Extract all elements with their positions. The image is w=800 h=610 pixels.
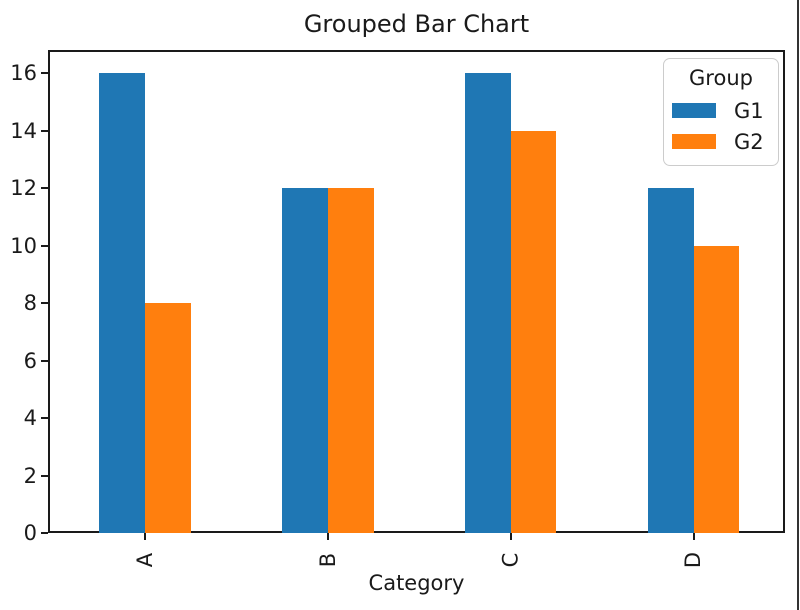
- bar-g2-a: [144, 303, 191, 533]
- y-tick-mark: [41, 532, 48, 534]
- bar-g2-d: [693, 245, 740, 533]
- legend-label: G1: [734, 98, 764, 123]
- y-tick-mark: [41, 474, 48, 477]
- y-tick-mark: [41, 129, 48, 132]
- bar-g1-b: [282, 188, 328, 533]
- legend-entry-g2: G2: [664, 126, 778, 157]
- y-tick-label: 4: [23, 406, 37, 430]
- bar-g2-b: [327, 188, 374, 533]
- y-tick-label: 8: [23, 291, 37, 315]
- y-tick-label: 16: [10, 61, 37, 85]
- legend-swatch-g1: [672, 103, 716, 118]
- bar-g2-c: [510, 130, 557, 533]
- bar-g1-d: [647, 188, 694, 533]
- y-tick-mark: [41, 417, 48, 419]
- bar-g1-c: [464, 73, 511, 533]
- y-tick-label: 14: [10, 118, 37, 143]
- window-edge-line: [797, 0, 799, 610]
- y-tick-label: 0: [23, 521, 37, 545]
- y-tick-label: 10: [10, 233, 37, 258]
- y-tick-label: 6: [23, 348, 37, 373]
- legend-swatch-g2: [672, 134, 716, 149]
- y-tick-mark: [41, 359, 48, 362]
- legend-title: Group: [689, 66, 753, 90]
- legend-label: G2: [734, 129, 764, 154]
- x-tick-mark: [326, 533, 329, 540]
- x-tick-mark: [143, 533, 146, 540]
- y-tick-mark: [41, 244, 48, 247]
- x-axis-label: Category: [368, 571, 465, 595]
- x-tick-mark: [692, 533, 695, 540]
- chart-title: Grouped Bar Chart: [303, 10, 530, 38]
- bar-g1-a: [99, 73, 145, 533]
- legend-entry-g1: G1: [664, 95, 778, 126]
- legend: Group G1 G2: [663, 58, 779, 166]
- y-tick-mark: [41, 302, 48, 304]
- x-tick-mark: [509, 533, 512, 540]
- y-tick-mark: [41, 187, 48, 189]
- y-tick-label: 2: [23, 463, 37, 488]
- legend-entries: G1 G2: [664, 95, 778, 157]
- y-tick-mark: [41, 72, 48, 74]
- plot-area: [48, 50, 785, 533]
- y-tick-label: 12: [10, 176, 37, 200]
